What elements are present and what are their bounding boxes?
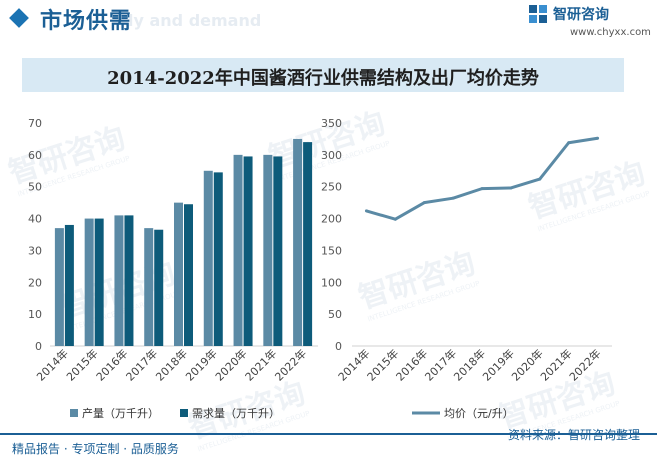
legend-swatch — [180, 409, 188, 417]
bar-demand — [303, 142, 313, 346]
ghost-subtitle: ly and demand — [128, 11, 262, 30]
price-point — [480, 187, 484, 191]
bar-x-tick-label: 2015年 — [63, 346, 100, 383]
bar-x-tick-label: 2018年 — [153, 346, 190, 383]
data-source: 资料来源：智研咨询整理 — [508, 428, 641, 442]
legend-swatch — [70, 409, 78, 417]
legend-label: 需求量（万千升） — [192, 407, 280, 420]
chart-title: 2014-2022年中国酱酒行业供需结构及出厂均价走势 — [107, 68, 539, 89]
line-y-tick-label: 0 — [335, 340, 342, 353]
footer-slogan: 精品报告 · 专项定制 · 品质服务 — [12, 442, 179, 456]
line-y-tick-label: 100 — [321, 276, 342, 289]
chart-title-bar: 2014-2022年中国酱酒行业供需结构及出厂均价走势 — [22, 58, 624, 92]
bar-demand — [213, 172, 223, 346]
bar-y-tick-label: 70 — [28, 117, 42, 130]
bar-demand — [154, 229, 164, 346]
bar-x-tick-label: 2021年 — [242, 346, 279, 383]
legend-label: 产量（万千升） — [82, 406, 159, 420]
bar-production — [114, 215, 124, 346]
price-point — [567, 141, 571, 145]
bar-y-tick-label: 40 — [28, 213, 42, 226]
header: 市场供需 ly and demand 智研咨询 www.chyxx.com — [0, 0, 657, 46]
bar-y-tick-label: 50 — [28, 181, 42, 194]
bar-y-tick-label: 10 — [28, 308, 42, 321]
bar-demand — [64, 224, 74, 346]
bar-y-tick-label: 60 — [28, 149, 42, 162]
bar-production — [203, 170, 213, 346]
price-point — [422, 201, 426, 205]
price-point — [509, 186, 513, 190]
zhiyan-logo-icon — [529, 5, 547, 23]
line-y-tick-label: 250 — [321, 181, 342, 194]
bar-y-tick-label: 0 — [35, 340, 42, 353]
bar-demand — [94, 218, 104, 346]
bar-demand — [184, 204, 193, 346]
price-point — [538, 177, 542, 181]
footer-divider — [0, 433, 657, 435]
bar-y-tick-label: 20 — [28, 276, 42, 289]
line-y-tick-label: 300 — [321, 149, 342, 162]
bar-production — [263, 154, 273, 346]
price-point — [596, 136, 600, 140]
line-y-tick-label: 50 — [328, 308, 342, 321]
brand-name: 智研咨询 — [553, 7, 609, 23]
line-y-tick-label: 150 — [321, 244, 342, 257]
bar-production — [54, 228, 64, 346]
section-title: 市场供需 — [40, 9, 133, 34]
bar-demand — [243, 156, 253, 346]
bar-production — [84, 218, 94, 346]
bar-x-tick-label: 2019年 — [182, 346, 219, 383]
bar-x-tick-label: 2017年 — [123, 346, 160, 383]
bar-y-tick-label: 30 — [28, 244, 42, 257]
price-point — [451, 196, 455, 200]
bar-demand — [273, 156, 283, 346]
legend-label: 均价（元/升） — [444, 407, 514, 420]
price-point — [364, 209, 368, 213]
line-y-tick-label: 200 — [321, 213, 342, 226]
price-point — [393, 217, 397, 221]
bar-x-tick-label: 2016年 — [93, 346, 130, 383]
bar-production — [174, 202, 183, 346]
bar-x-tick-label: 2020年 — [212, 346, 249, 383]
bar-production — [233, 154, 243, 346]
bar-demand — [124, 215, 134, 346]
bar-production — [144, 228, 154, 346]
bar-production — [293, 138, 303, 346]
brand-url: www.chyxx.com — [570, 27, 651, 38]
line-y-tick-label: 350 — [321, 117, 342, 130]
